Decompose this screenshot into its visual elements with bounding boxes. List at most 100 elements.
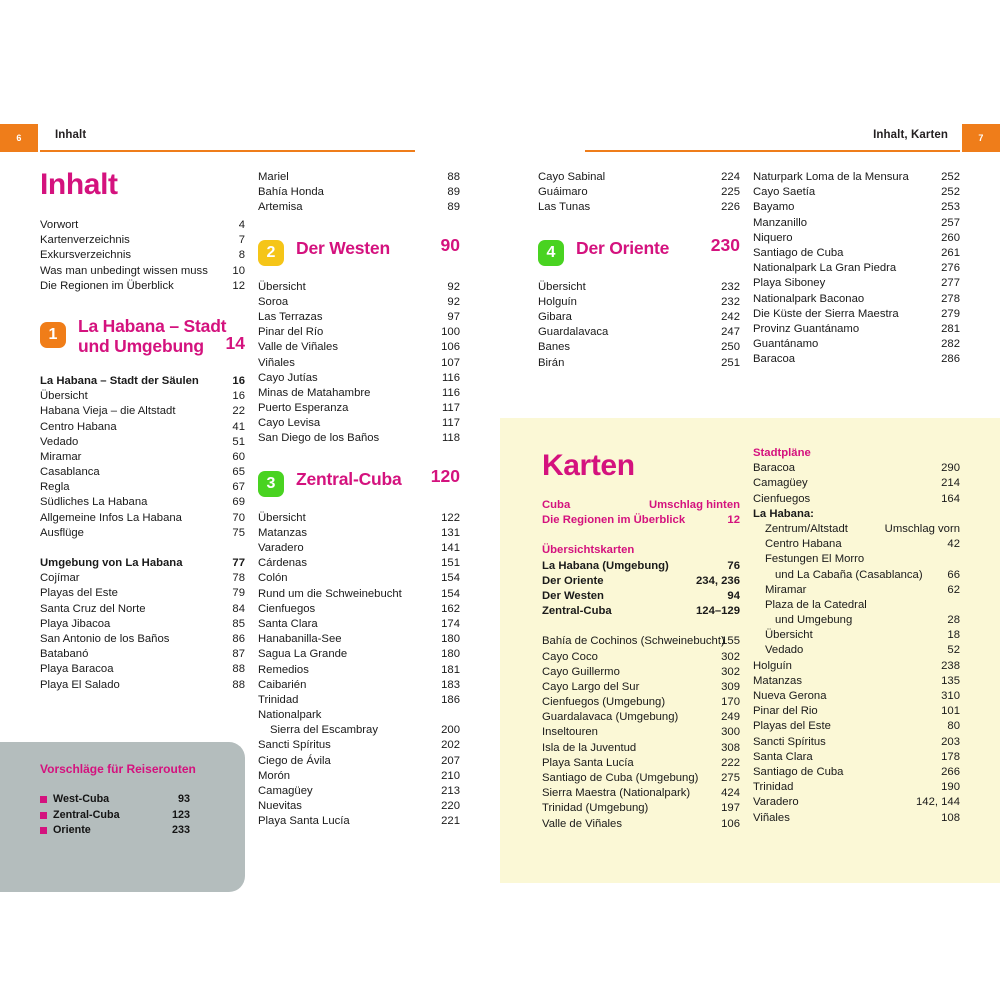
toc-entry[interactable]: Sancti Spíritus 202 (258, 738, 460, 753)
toc-entry[interactable]: Ausflüge 75 (40, 526, 245, 541)
toc-entry[interactable]: Manzanillo 257 (753, 216, 960, 231)
route-item[interactable]: West-Cuba 93 (40, 792, 190, 808)
toc-entry[interactable]: Cienfuegos 164 (753, 492, 960, 507)
toc-entry[interactable]: Puerto Esperanza 117 (258, 401, 460, 416)
toc-entry[interactable]: Übersicht 122 (258, 511, 460, 526)
toc-entry[interactable]: Cayo Coco 302 (542, 650, 740, 665)
toc-entry[interactable]: Camagüey 214 (753, 476, 960, 491)
toc-entry[interactable]: Playas del Este 79 (40, 586, 245, 601)
toc-entry[interactable]: Cayo Jutías 116 (258, 371, 460, 386)
toc-entry[interactable]: Nationalpark (258, 708, 460, 723)
toc-entry[interactable]: Matanzas 135 (753, 674, 960, 689)
toc-entry[interactable]: Santiago de Cuba 266 (753, 765, 960, 780)
toc-entry[interactable]: San Diego de los Baños 118 (258, 431, 460, 446)
toc-entry[interactable]: Cienfuegos 162 (258, 602, 460, 617)
toc-entry[interactable]: Playas del Este 80 (753, 719, 960, 734)
toc-entry[interactable]: Batabanó 87 (40, 647, 245, 662)
toc-entry[interactable]: Valle de Viñales 106 (542, 817, 740, 832)
chapter-heading[interactable]: 3 Zentral-Cuba 120 (258, 467, 460, 511)
toc-entry[interactable]: Bayamo 253 (753, 200, 960, 215)
toc-entry[interactable]: Matanzas 131 (258, 526, 460, 541)
toc-entry[interactable]: Playa Siboney 277 (753, 276, 960, 291)
toc-entry[interactable]: Nationalpark La Gran Piedra 276 (753, 261, 960, 276)
toc-entry[interactable]: Santiago de Cuba 261 (753, 246, 960, 261)
toc-entry[interactable]: Varadero 142, 144 (753, 795, 960, 810)
toc-entry[interactable]: Playa Jibacoa 85 (40, 617, 245, 632)
toc-entry[interactable]: Umgebung von La Habana 77 (40, 556, 245, 571)
toc-entry[interactable]: Holguín 232 (538, 295, 740, 310)
toc-entry[interactable]: Cojímar 78 (40, 571, 245, 586)
toc-entry[interactable]: Bahía de Cochinos (Schweinebucht) 155 (542, 634, 740, 649)
toc-entry[interactable]: Santa Clara 178 (753, 750, 960, 765)
toc-entry[interactable]: Pinar del Rio 101 (753, 704, 960, 719)
toc-entry[interactable]: Der Westen 94 (542, 589, 740, 604)
route-item[interactable]: Oriente 233 (40, 823, 190, 839)
toc-entry[interactable]: Viñales 107 (258, 356, 460, 371)
toc-entry[interactable]: Playa Santa Lucía 221 (258, 814, 460, 829)
chapter-heading[interactable]: 4 Der Oriente 230 (538, 236, 740, 280)
toc-entry[interactable]: Cárdenas 151 (258, 556, 460, 571)
route-item[interactable]: Zentral-Cuba 123 (40, 808, 190, 824)
toc-entry[interactable]: Caibarién 183 (258, 678, 460, 693)
toc-entry[interactable]: La Habana (Umgebung) 76 (542, 559, 740, 574)
toc-entry[interactable]: Cuba Umschlag hinten (542, 498, 740, 513)
toc-entry[interactable]: Zentral-Cuba 124–129 (542, 604, 740, 619)
toc-entry[interactable]: Hanabanilla-See 180 (258, 632, 460, 647)
toc-entry[interactable]: Minas de Matahambre 116 (258, 386, 460, 401)
toc-entry[interactable]: Naturpark Loma de la Mensura 252 (753, 170, 960, 185)
toc-entry[interactable]: Vedado 52 (753, 643, 960, 658)
toc-entry[interactable]: Varadero 141 (258, 541, 460, 556)
toc-entry[interactable]: Las Terrazas 97 (258, 310, 460, 325)
toc-entry[interactable]: Sagua La Grande 180 (258, 647, 460, 662)
toc-entry[interactable]: Die Küste der Sierra Maestra 279 (753, 307, 960, 322)
toc-entry[interactable]: Was man unbedingt wissen muss 10 (40, 264, 245, 279)
chapter-heading[interactable]: 1 La Habana – Stadt und Umgebung 14 (40, 316, 245, 374)
toc-entry[interactable]: Cayo Sabinal 224 (538, 170, 740, 185)
toc-entry[interactable]: Guantánamo 282 (753, 337, 960, 352)
toc-entry[interactable]: Colón 154 (258, 571, 460, 586)
toc-entry[interactable]: Cayo Levisa 117 (258, 416, 460, 431)
toc-entry[interactable]: Guardalavaca (Umgebung) 249 (542, 710, 740, 725)
toc-entry[interactable]: Valle de Viñales 106 (258, 340, 460, 355)
toc-entry[interactable]: Remedios 181 (258, 663, 460, 678)
toc-entry[interactable]: und Umgebung 28 (753, 613, 960, 628)
toc-entry[interactable]: Südliches La Habana 69 (40, 495, 245, 510)
toc-entry[interactable]: Casablanca 65 (40, 465, 245, 480)
toc-entry[interactable]: Trinidad (Umgebung) 197 (542, 801, 740, 816)
toc-entry[interactable]: Baracoa 286 (753, 352, 960, 367)
toc-entry[interactable]: Playa El Salado 88 (40, 678, 245, 693)
toc-entry[interactable]: Trinidad 186 (258, 693, 460, 708)
toc-entry[interactable]: Übersicht 16 (40, 389, 245, 404)
toc-entry[interactable]: San Antonio de los Baños 86 (40, 632, 245, 647)
toc-entry[interactable]: Playa Baracoa 88 (40, 662, 245, 677)
toc-entry[interactable]: La Habana – Stadt der Säulen 16 (40, 374, 245, 389)
toc-entry[interactable]: Holguín 238 (753, 659, 960, 674)
toc-entry[interactable]: Guardalavaca 247 (538, 325, 740, 340)
toc-entry[interactable]: Playa Santa Lucía 222 (542, 756, 740, 771)
toc-entry[interactable]: Bahía Honda 89 (258, 185, 460, 200)
toc-entry[interactable]: Provinz Guantánamo 281 (753, 322, 960, 337)
toc-entry[interactable]: Inseltouren 300 (542, 725, 740, 740)
toc-entry[interactable]: Habana Vieja – die Altstadt 22 (40, 404, 245, 419)
toc-entry[interactable]: Übersicht 18 (753, 628, 960, 643)
toc-entry[interactable]: Rund um die Schweinebucht 154 (258, 587, 460, 602)
toc-entry[interactable]: Banes 250 (538, 340, 740, 355)
toc-entry[interactable]: Übersicht 232 (538, 280, 740, 295)
toc-entry[interactable]: Miramar 62 (753, 583, 960, 598)
toc-entry[interactable]: Niquero 260 (753, 231, 960, 246)
toc-entry[interactable]: Allgemeine Infos La Habana 70 (40, 511, 245, 526)
toc-entry[interactable]: Plaza de la Catedral (753, 598, 960, 613)
toc-entry[interactable]: Artemisa 89 (258, 200, 460, 215)
toc-entry[interactable]: Las Tunas 226 (538, 200, 740, 215)
toc-entry[interactable]: La Habana: (753, 507, 960, 522)
toc-entry[interactable]: und La Cabaña (Casablanca) 66 (753, 568, 960, 583)
toc-entry[interactable]: Isla de la Juventud 308 (542, 741, 740, 756)
toc-entry[interactable]: Birán 251 (538, 356, 740, 371)
toc-entry[interactable]: Santiago de Cuba (Umgebung) 275 (542, 771, 740, 786)
toc-entry[interactable]: Baracoa 290 (753, 461, 960, 476)
chapter-heading[interactable]: 2 Der Westen 90 (258, 236, 460, 280)
toc-entry[interactable]: Die Regionen im Überblick 12 (40, 279, 245, 294)
toc-entry[interactable]: Gibara 242 (538, 310, 740, 325)
toc-entry[interactable]: Vorwort 4 (40, 218, 245, 233)
toc-entry[interactable]: Zentrum/Altstadt Umschlag vorn (753, 522, 960, 537)
